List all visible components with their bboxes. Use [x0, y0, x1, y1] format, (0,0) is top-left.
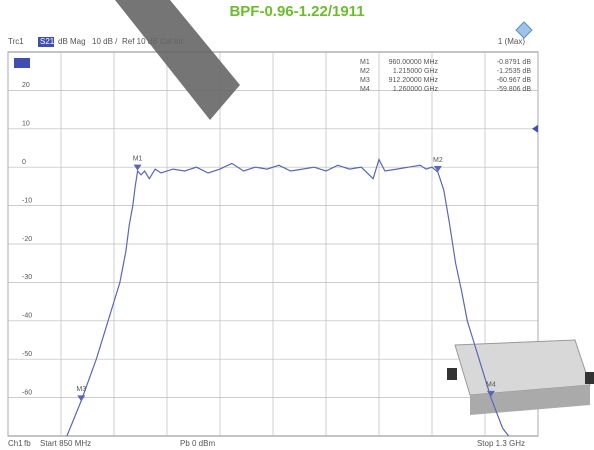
marker-label: M3	[76, 386, 86, 393]
marker-label: M1	[133, 155, 143, 162]
footer-label: fb	[24, 439, 31, 448]
footer-label: Ch1	[8, 439, 23, 448]
header-label: Ref 10 dB	[122, 37, 158, 46]
y-tick-label: -40	[22, 313, 32, 320]
marker	[77, 395, 86, 402]
marker-readout: M2	[360, 68, 370, 75]
marker-readout: -60.967 dB	[497, 77, 532, 84]
header-label: dB Mag	[58, 37, 86, 46]
marker-readout: -0.8791 dB	[497, 59, 532, 66]
marker-readout: M1	[360, 59, 370, 66]
trace-tag	[14, 58, 30, 68]
footer-label: Start 850 MHz	[40, 439, 91, 448]
y-tick-label: -50	[22, 351, 32, 358]
product-photo	[447, 339, 594, 415]
marker-readout: -1.2535 dB	[497, 68, 532, 75]
trace-badge	[38, 37, 54, 47]
y-tick-label: 20	[22, 82, 30, 89]
marker-readout: 912.20000 MHz	[389, 77, 439, 84]
header-label: S21	[40, 37, 55, 46]
y-tick-label: -30	[22, 274, 32, 281]
y-tick-label: -10	[22, 197, 32, 204]
marker-readout: 1.260000 GHz	[393, 86, 439, 93]
header-label: Trc1	[8, 37, 24, 46]
product-connector	[447, 368, 457, 380]
nav-icon	[515, 21, 533, 39]
marker-readout: 1.215000 GHz	[393, 68, 439, 75]
y-tick-label: -60	[22, 389, 32, 396]
y-tick-label: 10	[22, 121, 30, 128]
header-label: 10 dB /	[92, 37, 118, 46]
marker	[133, 164, 142, 171]
product-connector	[585, 372, 594, 384]
y-tick-label: 0	[22, 159, 26, 166]
marker	[433, 166, 442, 173]
footer-label: Pb 0 dBm	[180, 439, 215, 448]
marker-readout: 960.00000 MHz	[389, 59, 439, 66]
product-side	[470, 385, 590, 415]
y-tick-label: -20	[22, 236, 32, 243]
chart-title: BPF-0.96-1.22/1911	[229, 3, 364, 20]
marker-readout: M4	[360, 86, 370, 93]
marker	[486, 390, 495, 397]
marker-readout: M3	[360, 77, 370, 84]
ref-arrow	[532, 124, 538, 133]
marker-label: M2	[433, 157, 443, 164]
header-label: 1 (Max)	[498, 37, 525, 46]
banner	[115, 0, 240, 120]
marker-readout: -59.806 dB	[497, 86, 532, 93]
footer-label: Stop 1.3 GHz	[477, 439, 525, 448]
marker-label: M4	[486, 382, 496, 389]
trace-line	[66, 157, 510, 437]
